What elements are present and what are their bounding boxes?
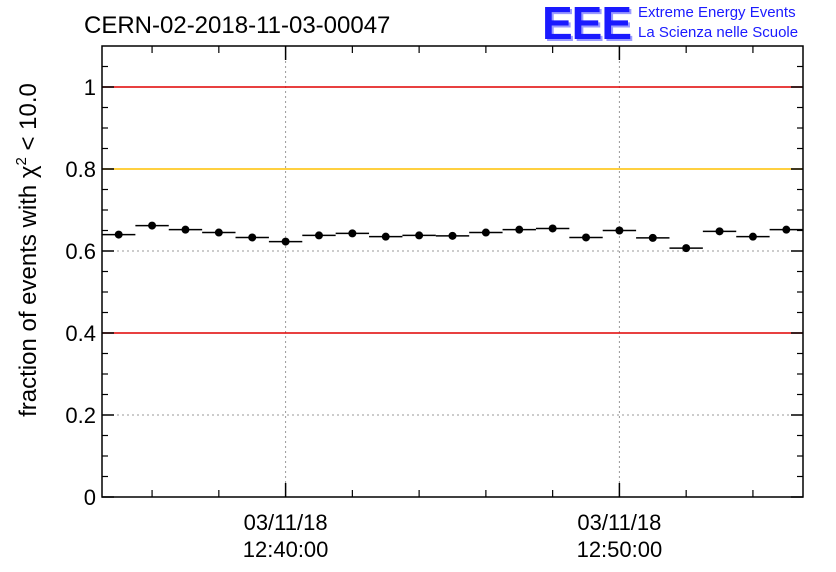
- data-point: [515, 225, 524, 234]
- data-point: [748, 232, 757, 241]
- data-points: [102, 221, 803, 253]
- data-point: [548, 224, 557, 233]
- grid-layer: [102, 46, 803, 498]
- logo-mark: EEE: [542, 0, 632, 49]
- data-point: [314, 231, 323, 240]
- data-point: [715, 227, 724, 236]
- y-axis-label-suffix: < 10.0: [15, 83, 42, 157]
- y-axis-label-prefix: fraction of events with: [15, 178, 42, 417]
- data-point: [615, 226, 624, 235]
- y-tick-label: 0.2: [65, 403, 96, 428]
- data-point: [214, 228, 223, 237]
- data-point: [415, 231, 424, 240]
- y-tick-label: 0: [84, 485, 96, 510]
- data-point: [782, 225, 791, 234]
- y-axis-label-superscript: 2: [13, 157, 30, 165]
- data-point: [682, 244, 691, 253]
- eee-logo: EEE Extreme Energy Events La Scienza nel…: [542, 0, 832, 49]
- data-point: [381, 232, 390, 241]
- y-tick-label: 0.8: [65, 157, 96, 182]
- logo-line-1: Extreme Energy Events: [638, 4, 796, 21]
- plot-frame: [101, 45, 804, 498]
- x-tick-label-time: 12:50:00: [577, 537, 663, 562]
- x-tick-label-date: 03/11/18: [244, 510, 328, 535]
- data-point: [148, 221, 157, 230]
- y-tick-label: 0.6: [65, 239, 96, 264]
- axis-ticks: 00.20.40.60.8103/11/1812:40:0003/11/1812…: [65, 46, 803, 562]
- data-point: [582, 233, 591, 242]
- logo-line-2: La Scienza nelle Scuole: [638, 24, 799, 41]
- y-axis-label: fraction of events with χ2 < 10.0: [13, 83, 42, 417]
- data-point: [281, 237, 290, 246]
- x-tick-label-time: 12:40:00: [243, 537, 329, 562]
- y-tick-label: 0.4: [65, 321, 96, 346]
- data-point: [181, 225, 190, 234]
- data-point: [481, 228, 490, 237]
- y-axis-label-symbol: χ: [15, 165, 42, 178]
- data-point: [114, 230, 123, 239]
- reference-lines: [102, 86, 803, 334]
- chart-title: CERN-02-2018-11-03-00047: [84, 12, 390, 39]
- x-tick-label-date: 03/11/18: [577, 510, 661, 535]
- y-tick-label: 1: [84, 75, 96, 100]
- data-point: [248, 233, 257, 242]
- data-point: [448, 231, 457, 240]
- data-point: [348, 229, 357, 238]
- data-point: [648, 233, 657, 242]
